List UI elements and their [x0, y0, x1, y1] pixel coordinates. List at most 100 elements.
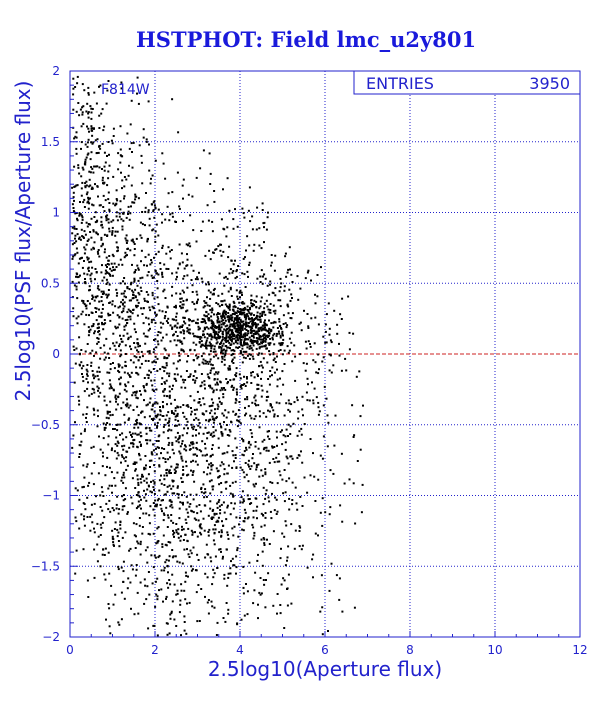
- data-point: [252, 526, 255, 529]
- data-point: [179, 599, 182, 602]
- data-point: [90, 127, 93, 130]
- data-point: [205, 301, 208, 304]
- data-point: [232, 388, 235, 391]
- data-point: [89, 277, 92, 280]
- data-point: [136, 284, 139, 287]
- data-point: [97, 395, 100, 398]
- data-point: [108, 423, 111, 426]
- data-point: [72, 434, 75, 437]
- data-point: [131, 502, 134, 505]
- data-point: [152, 368, 155, 370]
- data-point: [123, 388, 126, 391]
- data-point: [258, 244, 261, 247]
- data-point: [241, 501, 244, 504]
- data-point: [120, 292, 123, 295]
- data-point: [150, 261, 153, 264]
- data-point: [253, 329, 256, 332]
- data-point: [215, 332, 218, 335]
- data-point: [152, 417, 155, 420]
- y-tick-label: 1: [52, 206, 60, 220]
- data-point: [174, 304, 177, 307]
- data-point: [173, 398, 176, 401]
- data-point: [274, 254, 277, 257]
- data-point: [198, 504, 201, 506]
- data-point: [111, 230, 114, 233]
- data-point: [204, 359, 207, 362]
- data-point: [101, 465, 104, 468]
- data-point: [177, 406, 179, 409]
- data-point: [152, 502, 155, 504]
- data-point: [241, 272, 244, 275]
- data-point: [140, 443, 142, 446]
- data-point: [95, 102, 98, 105]
- data-point: [104, 199, 107, 202]
- data-point: [160, 339, 163, 342]
- data-point: [290, 403, 293, 406]
- data-point: [85, 156, 88, 159]
- data-point: [116, 246, 119, 249]
- data-point: [196, 620, 199, 623]
- data-point: [268, 543, 271, 545]
- data-point: [165, 597, 167, 600]
- data-point: [115, 189, 118, 192]
- data-point: [100, 220, 103, 223]
- data-point: [175, 440, 178, 443]
- data-point: [167, 421, 170, 424]
- data-point: [255, 468, 258, 471]
- data-point: [263, 583, 266, 586]
- data-point: [155, 223, 158, 226]
- data-point: [247, 310, 250, 313]
- data-point: [111, 274, 114, 277]
- data-point: [127, 315, 130, 318]
- data-point: [178, 359, 181, 362]
- data-point: [161, 310, 164, 313]
- data-point: [203, 529, 206, 532]
- data-point: [223, 276, 226, 279]
- data-point: [246, 334, 249, 337]
- data-point: [225, 378, 228, 380]
- data-point: [224, 311, 227, 314]
- data-point: [100, 271, 103, 274]
- data-point: [89, 288, 91, 291]
- data-point: [260, 371, 263, 374]
- data-point: [198, 525, 201, 528]
- data-point: [226, 382, 229, 385]
- data-point: [122, 580, 125, 583]
- data-point: [107, 221, 110, 224]
- data-point: [140, 498, 142, 501]
- data-point: [194, 278, 197, 281]
- data-point: [157, 446, 160, 449]
- data-point: [90, 472, 93, 475]
- data-point: [175, 379, 178, 382]
- data-point: [154, 240, 157, 243]
- data-point: [192, 229, 195, 232]
- data-point: [286, 457, 289, 460]
- data-point: [92, 141, 95, 144]
- data-point: [234, 480, 237, 483]
- data-point: [192, 498, 195, 501]
- data-point: [186, 501, 189, 504]
- data-point: [255, 330, 258, 333]
- data-point: [193, 381, 196, 384]
- data-point: [329, 339, 332, 342]
- data-point: [82, 300, 85, 302]
- data-point: [155, 272, 158, 275]
- data-point: [195, 408, 198, 411]
- data-point: [168, 375, 171, 378]
- data-point: [203, 403, 206, 406]
- data-point: [80, 440, 83, 443]
- data-point: [295, 502, 298, 505]
- data-point: [256, 318, 259, 321]
- data-point: [235, 334, 238, 337]
- data-point: [244, 327, 247, 330]
- data-point: [98, 145, 101, 148]
- data-point: [87, 257, 90, 260]
- data-point: [113, 528, 116, 530]
- data-point: [248, 186, 251, 189]
- data-point: [126, 132, 129, 135]
- data-point: [248, 244, 251, 247]
- data-point: [257, 343, 260, 346]
- data-point: [220, 482, 223, 484]
- data-point: [273, 415, 276, 418]
- data-point: [242, 454, 245, 457]
